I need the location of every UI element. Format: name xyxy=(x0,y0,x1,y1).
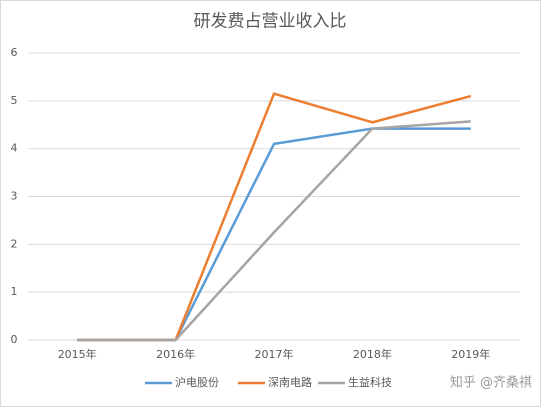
y-tick-label: 6 xyxy=(11,46,18,59)
x-tick-label: 2018年 xyxy=(353,347,392,361)
legend-label: 深南电路 xyxy=(268,376,312,389)
legend-label: 生益科技 xyxy=(348,375,392,389)
y-tick-label: 5 xyxy=(11,94,18,107)
y-tick-label: 2 xyxy=(11,237,18,250)
x-tick-label: 2016年 xyxy=(156,347,195,361)
y-tick-label: 1 xyxy=(11,285,18,298)
y-tick-label: 3 xyxy=(11,190,18,203)
y-tick-label: 4 xyxy=(11,142,18,155)
watermark: 知乎 @齐桑祺 xyxy=(450,375,532,391)
x-tick-label: 2017年 xyxy=(255,347,294,361)
series-line xyxy=(77,120,471,342)
legend-label: 沪电股份 xyxy=(175,375,219,389)
chart-title: 研发费占营业收入比 xyxy=(194,12,347,32)
x-tick-label: 2019年 xyxy=(451,347,490,361)
y-tick-label: 0 xyxy=(11,333,18,346)
x-tick-label: 2015年 xyxy=(58,347,97,361)
